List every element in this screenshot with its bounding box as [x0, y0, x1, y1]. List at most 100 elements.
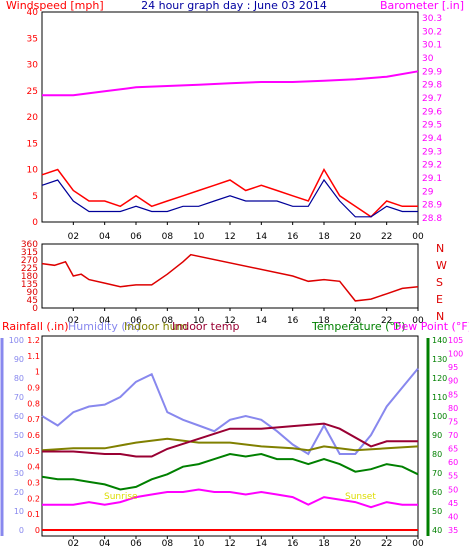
compass-E-3: E	[436, 293, 443, 306]
temp-right-tick-140: 140	[432, 336, 447, 345]
humidity-tick-70: 70	[14, 393, 24, 402]
compass-N-4: N	[436, 310, 444, 323]
temp-tick-70: 70	[448, 431, 458, 440]
windspeed-tick-10: 10	[27, 166, 39, 176]
wind-baro-panel: Windspeed [mph] 24 hour graph day : June…	[6, 0, 464, 242]
barometer-line	[42, 70, 419, 97]
windspeed-line	[41, 167, 418, 218]
x-tick-02: 02	[68, 232, 79, 242]
indoor-temp-axis-label: Indoor temp	[172, 320, 239, 333]
temp-tick-85: 85	[448, 390, 458, 399]
barometer-tick-30.3: 30.3	[422, 14, 442, 24]
temp-right-tick-70: 70	[432, 469, 442, 478]
rainfall-tick-0.7: 0.7	[27, 415, 40, 424]
rainfall-tick-0.4: 0.4	[27, 463, 40, 472]
x-ticks-2: 02 04 06 08 10 12 14 16 18 20 22 00	[68, 308, 424, 326]
barometer-tick-30.1: 30.1	[422, 41, 442, 51]
x-tick-06: 06	[130, 232, 142, 242]
temp-tick-100: 100	[448, 350, 463, 359]
x-tick-00: 00	[412, 316, 424, 326]
barometer-tick-29.5: 29.5	[422, 121, 442, 131]
x-tick-02: 02	[68, 539, 79, 549]
wind-baro-series	[41, 70, 419, 218]
temp-tick-75: 75	[448, 417, 458, 426]
barometer-tick-29.3: 29.3	[422, 147, 442, 157]
temperature-right-ticks: 40 50 60 70 80 90 100 110 120 130 140	[432, 336, 447, 535]
rainfall-tick-1.2: 1.2	[27, 336, 40, 345]
x-tick-06: 06	[130, 539, 142, 549]
compass-N-0: N	[436, 242, 444, 255]
indoor-temp-line	[42, 422, 418, 458]
barometer-tick-29: 29	[422, 187, 434, 197]
windspeed-tick-30: 30	[27, 61, 39, 71]
x-tick-08: 08	[162, 316, 174, 326]
humidity-tick-40: 40	[14, 450, 24, 459]
plot-frame-1	[41, 11, 419, 223]
temp-right-tick-60: 60	[432, 488, 442, 497]
windspeed-tick-20: 20	[27, 113, 39, 123]
temperature-ticks: 35 40 45 50 55 60 65 70 75 80 85 90 95 100 105	[448, 336, 463, 535]
x-tick-12: 12	[224, 539, 235, 549]
x-tick-02: 02	[68, 316, 79, 326]
temp-tick-60: 60	[448, 458, 458, 467]
barometer-tick-29.4: 29.4	[422, 134, 442, 144]
temp-right-tick-90: 90	[432, 431, 442, 440]
dewpoint-axis-label: Dew Point (°F)	[393, 320, 469, 333]
x-tick-00: 00	[412, 232, 424, 242]
chart-title: 24 hour graph day : June 03 2014	[141, 0, 327, 12]
temperature-axis-label: Temperature (°F)	[311, 320, 406, 333]
x-tick-18: 18	[318, 316, 330, 326]
direction-tick-135: 135	[21, 280, 38, 290]
compass-W-1: W	[436, 259, 447, 272]
barometer-ticks: 28.8 28.9 29 29.1 29.2 29.3 29.4 29.5 29.6 29.7 29…	[422, 14, 442, 224]
humidity-ticks: 0 10 20 30 40 50 60 70 80 90 100	[9, 336, 24, 535]
humidity-axis-label: Humidity (%)	[68, 320, 140, 333]
humidity-tick-60: 60	[14, 412, 24, 421]
dew-point-line	[42, 488, 418, 509]
barometer-tick-29.6: 29.6	[422, 107, 442, 117]
x-tick-20: 20	[350, 539, 362, 549]
rainfall-ticks: 0 0.1 0.2 0.3 0.4 0.5 0.6 0.7 0.8 0.9 1 1.1 1.2	[27, 336, 40, 535]
temp-tick-80: 80	[448, 404, 458, 413]
x-tick-16: 16	[287, 539, 299, 549]
temperature-line	[41, 452, 419, 491]
x-tick-10: 10	[193, 316, 205, 326]
direction-tick-45: 45	[27, 296, 38, 306]
x-tick-22: 22	[381, 232, 392, 242]
barometer-tick-30.2: 30.2	[422, 27, 442, 37]
windspeed-tick-25: 25	[27, 87, 38, 97]
rainfall-tick-0.1: 0.1	[27, 510, 40, 519]
rainfall-axis-label: Rainfall (.in)	[2, 320, 69, 333]
humidity-tick-90: 90	[14, 355, 24, 364]
direction-tick-360: 360	[21, 240, 38, 250]
x-ticks-3: 02 04 06 08 10 12 14 16 18 20 22 00	[68, 536, 424, 549]
indoor-hum-line	[41, 437, 419, 452]
x-tick-10: 10	[193, 539, 205, 549]
x-ticks-1: 02 04 06 08 10 12 14 16 18 20 22 00	[68, 222, 424, 242]
temp-right-tick-50: 50	[432, 507, 442, 516]
rainfall-tick-0.6: 0.6	[27, 431, 40, 440]
temp-tick-65: 65	[448, 445, 458, 454]
temp-tick-95: 95	[448, 363, 458, 372]
direction-tick-180: 180	[21, 272, 38, 282]
windspeed-ticks: 0 5 10 15 20 25 30 35 40	[27, 8, 39, 228]
windspeed-tick-35: 35	[27, 34, 38, 44]
barometer-tick-29.1: 29.1	[422, 174, 442, 184]
rainfall-tick-1.1: 1.1	[27, 352, 40, 361]
x-tick-12: 12	[224, 316, 235, 326]
temp-hum-series	[41, 367, 419, 531]
x-tick-04: 04	[99, 232, 111, 242]
direction-series	[41, 253, 419, 302]
direction-tick-225: 225	[21, 264, 38, 274]
x-tick-04: 04	[99, 316, 111, 326]
temp-hum-panel: Rainfall (.in) Humidity (%) Indoor hum I…	[0, 320, 469, 549]
rainfall-tick-0.5: 0.5	[27, 447, 40, 456]
x-tick-12: 12	[224, 232, 235, 242]
x-tick-18: 18	[318, 232, 330, 242]
sunrise-label: Sunrise	[104, 492, 138, 502]
windspeed-tick-5: 5	[32, 192, 38, 202]
humidity-tick-10: 10	[14, 507, 24, 516]
temp-right-tick-100: 100	[432, 412, 447, 421]
